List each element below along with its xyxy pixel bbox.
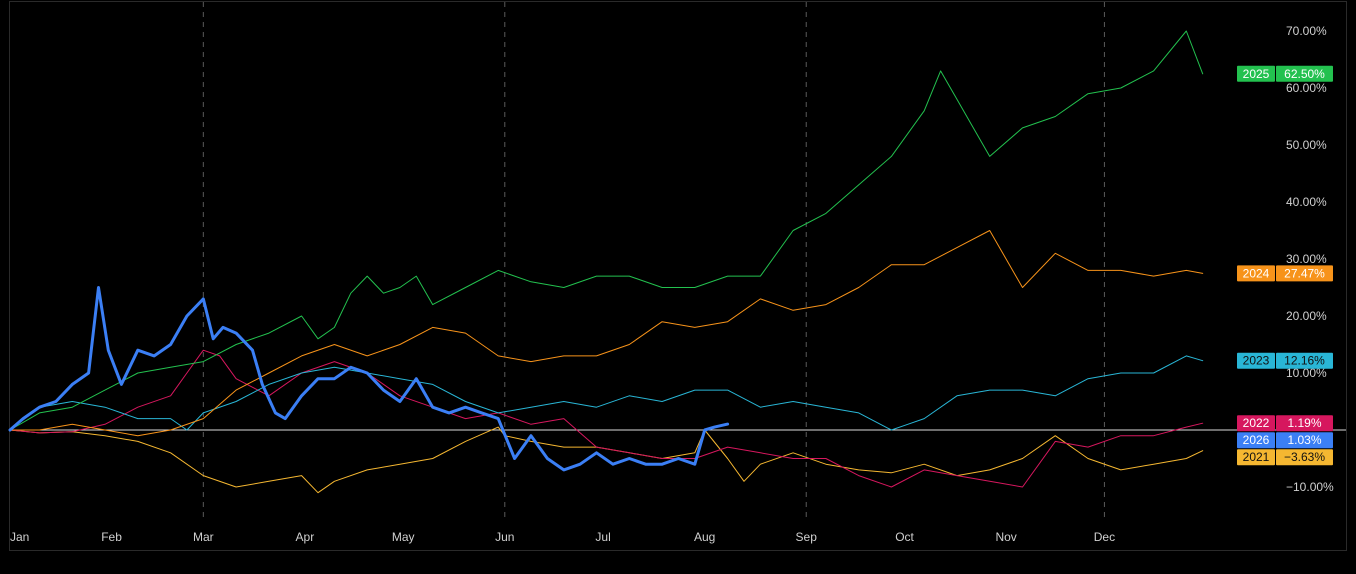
legend-value-label: −3.63%: [1284, 450, 1325, 464]
x-tick-label-jun: Jun: [495, 530, 514, 544]
y-tick-label: 70.00%: [1286, 24, 1327, 38]
x-tick-label-jul: Jul: [595, 530, 610, 544]
x-tick-label-may: May: [392, 530, 415, 544]
legend-value-box: [1276, 449, 1333, 466]
legend-badge-2025: 2025 62.50%: [1237, 65, 1333, 82]
legend-badge-2026: 2026 1.03%: [1237, 432, 1333, 449]
x-tick-label-mar: Mar: [193, 530, 214, 544]
legend-value-label: 27.47%: [1284, 266, 1325, 280]
y-tick-label: 50.00%: [1286, 138, 1327, 152]
legend-year-box: [1237, 265, 1275, 282]
y-tick-label: 20.00%: [1286, 309, 1327, 323]
x-tick-label-jan: Jan: [10, 530, 29, 544]
y-tick-label: 40.00%: [1286, 195, 1327, 209]
legend-year-box: [1237, 449, 1275, 466]
series-line-2026: [8, 286, 730, 472]
legend-value-label: 1.19%: [1287, 416, 1321, 430]
legend-value-box: [1276, 65, 1333, 82]
y-tick-label: 30.00%: [1286, 252, 1327, 266]
legend-year-label: 2024: [1243, 266, 1270, 280]
legend-year-label: 2023: [1243, 354, 1270, 368]
legend-year-label: 2021: [1243, 450, 1270, 464]
x-tick-label-apr: Apr: [296, 530, 315, 544]
x-tick-label-nov: Nov: [995, 530, 1016, 544]
legend-year-label: 2026: [1243, 433, 1270, 447]
y-tick-label: 60.00%: [1286, 81, 1327, 95]
chart-frame: [9, 1, 1347, 551]
x-axis: Jan Feb Mar Apr May Jun Jul Aug Sep Oct Nov Dec: [10, 530, 1115, 544]
legend-value-box: [1276, 352, 1333, 369]
legend-value-label: 12.16%: [1284, 354, 1325, 368]
legend-year-box: [1237, 65, 1275, 82]
series-line-2025: [9, 30, 1204, 431]
x-tick-label-aug: Aug: [694, 530, 715, 544]
legend-year-box: [1237, 432, 1275, 449]
legend-badge-2024: 2024 27.47%: [1237, 265, 1333, 282]
legend-value-box: [1276, 415, 1333, 432]
x-tick-label-oct: Oct: [895, 530, 914, 544]
legend-year-box: [1237, 352, 1275, 369]
legend-value-box: [1276, 432, 1333, 449]
x-tick-label-dec: Dec: [1094, 530, 1115, 544]
x-tick-label-feb: Feb: [101, 530, 122, 544]
y-axis: −10.00% 10.00% 20.00% 30.00% 40.00% 50.00% 60.…: [1286, 24, 1334, 494]
legend-year-label: 2025: [1243, 67, 1270, 81]
legend-value-box: [1276, 265, 1333, 282]
legend-value-label: 62.50%: [1284, 67, 1325, 81]
y-tick-label: 10.00%: [1286, 366, 1327, 380]
legend-badge-2022: 2022 1.19%: [1237, 415, 1333, 432]
x-tick-label-sep: Sep: [796, 530, 818, 544]
legend-year-box: [1237, 415, 1275, 432]
legend-value-label: 1.03%: [1287, 433, 1321, 447]
y-tick-label: −10.00%: [1286, 480, 1334, 494]
legend-badge-2021: 2021 −3.63%: [1237, 449, 1333, 466]
series-line-2024: [9, 230, 1204, 437]
legend: 2025 62.50%2024 27.47%2023 12.16%2022 1.19%2…: [1237, 65, 1333, 466]
series-line-2022: [9, 349, 1204, 488]
series-layer: [8, 30, 1204, 494]
legend-year-label: 2022: [1243, 416, 1270, 430]
legend-badge-2023: 2023 12.16%: [1237, 352, 1333, 369]
